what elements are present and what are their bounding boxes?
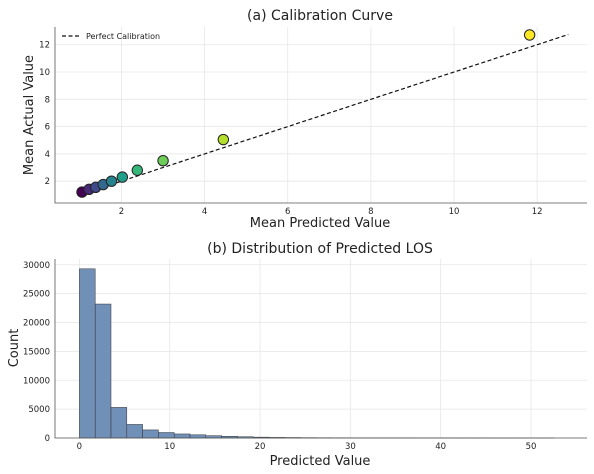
histogram-bar bbox=[110, 407, 128, 439]
histogram-axes-frame bbox=[54, 259, 587, 439]
y-tick-label: 30000 bbox=[23, 261, 50, 271]
calibration-legend: Perfect Calibration bbox=[62, 32, 160, 41]
y-tick-label: 5000 bbox=[28, 405, 50, 415]
histogram-bars bbox=[79, 268, 554, 439]
x-tick-label: 0 bbox=[77, 442, 82, 452]
calibration-point bbox=[217, 133, 230, 146]
calibration-panel: (a) Calibration Curve 2 4 6 8 10 12 2 4 6 8 10 12 P… bbox=[22, 8, 587, 231]
histogram-bar bbox=[158, 432, 175, 439]
x-tick-label: 50 bbox=[526, 442, 537, 452]
histogram-bar bbox=[173, 433, 191, 439]
y-tick-label: 6 bbox=[45, 123, 50, 133]
calibration-point bbox=[105, 175, 118, 187]
y-tick-label: 20000 bbox=[23, 319, 50, 329]
calibration-point bbox=[116, 171, 129, 183]
legend-label: Perfect Calibration bbox=[86, 32, 160, 41]
calibration-point bbox=[157, 155, 169, 167]
histogram-bar bbox=[142, 429, 159, 439]
y-tick-label: 25000 bbox=[23, 290, 50, 300]
histogram-panel: (b) Distribution of Predicted LOS 0 10 20 3… bbox=[7, 241, 587, 469]
histogram-bar bbox=[79, 268, 96, 439]
y-tick-label: 4 bbox=[45, 150, 50, 160]
calibration-point bbox=[131, 164, 143, 176]
calibration-ylabel: Mean Actual Value bbox=[22, 55, 37, 175]
calibration-ticks: 2 4 6 8 10 12 2 4 6 8 10 12 bbox=[39, 41, 542, 217]
y-tick-label: 15000 bbox=[23, 347, 50, 357]
histogram-bar bbox=[126, 424, 143, 439]
histogram-bar bbox=[189, 434, 207, 439]
histogram-ticks: 0 10 20 30 40 50 0 5000 10000 15000 20000 25000 3000… bbox=[23, 261, 536, 452]
x-tick-label: 4 bbox=[202, 207, 207, 217]
calibration-axes-frame bbox=[54, 27, 587, 204]
calibration-xlabel: Mean Predicted Value bbox=[250, 216, 390, 231]
calibration-grid bbox=[55, 27, 587, 203]
calibration-title: (a) Calibration Curve bbox=[247, 8, 393, 24]
y-tick-label: 12 bbox=[39, 41, 50, 51]
x-tick-label: 6 bbox=[285, 207, 290, 217]
x-tick-label: 12 bbox=[532, 207, 543, 217]
y-tick-label: 10000 bbox=[23, 376, 50, 386]
perfect-calibration-line bbox=[79, 33, 569, 196]
x-tick-label: 8 bbox=[368, 207, 373, 217]
y-tick-label: 10 bbox=[39, 68, 50, 78]
y-tick-label: 0 bbox=[45, 434, 50, 444]
x-tick-label: 2 bbox=[119, 207, 124, 217]
x-tick-label: 40 bbox=[435, 442, 446, 452]
x-tick-label: 20 bbox=[255, 442, 266, 452]
x-tick-label: 10 bbox=[449, 207, 460, 217]
x-tick-label: 30 bbox=[345, 442, 356, 452]
histogram-title: (b) Distribution of Predicted LOS bbox=[207, 241, 433, 257]
calibration-marks bbox=[76, 29, 569, 198]
y-tick-label: 2 bbox=[45, 177, 50, 187]
histogram-bar bbox=[94, 303, 112, 439]
histogram-ylabel: Count bbox=[7, 329, 22, 368]
x-tick-label: 10 bbox=[164, 442, 175, 452]
calibration-point bbox=[523, 29, 536, 41]
y-tick-label: 8 bbox=[45, 95, 50, 105]
histogram-grid bbox=[55, 259, 587, 439]
histogram-xlabel: Predicted Value bbox=[270, 454, 371, 469]
